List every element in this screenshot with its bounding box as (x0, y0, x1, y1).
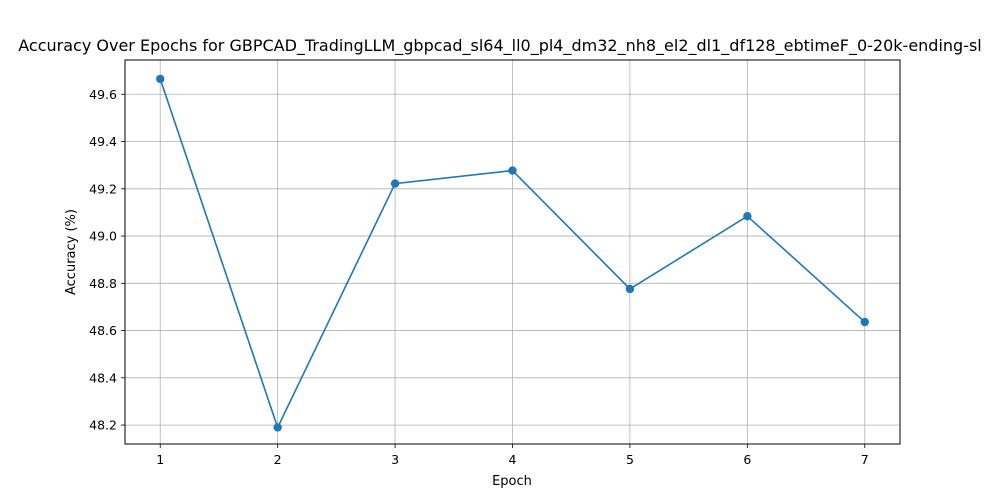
data-point (508, 166, 517, 175)
x-tick-label: 3 (391, 452, 399, 467)
x-tick-label: 7 (861, 452, 869, 467)
grid-lines (125, 60, 900, 444)
chart-title: Accuracy Over Epochs for GBPCAD_TradingL… (18, 36, 982, 56)
data-point (625, 284, 635, 294)
series-accuracy (156, 74, 869, 432)
x-tick-label: 4 (509, 452, 517, 467)
y-axis-label: Accuracy (%) (64, 209, 79, 295)
x-axis-label: Epoch (492, 474, 532, 489)
y-tick-label: 49.6 (89, 87, 117, 102)
y-tick-label: 49.2 (89, 181, 117, 196)
x-tick-label: 1 (156, 452, 164, 467)
x-tick-label: 2 (274, 452, 282, 467)
x-tick-label: 5 (626, 452, 634, 467)
y-tick-label: 48.2 (89, 418, 117, 433)
x-tick-label: 6 (743, 452, 751, 467)
data-point (156, 74, 165, 84)
data-point (743, 211, 752, 221)
data-point (273, 423, 282, 432)
axis-ticks: 1 2 3 4 5 6 7 48.2 48.4 48.6 48.8 49.0 49.2 49.4 49.6 (89, 87, 869, 467)
y-tick-label: 48.6 (89, 323, 117, 338)
y-tick-label: 49.0 (89, 229, 117, 244)
data-point (390, 179, 400, 188)
y-tick-label: 48.4 (89, 370, 117, 385)
y-tick-label: 49.4 (89, 134, 117, 149)
y-tick-label: 48.8 (89, 276, 117, 291)
data-point (860, 317, 869, 327)
